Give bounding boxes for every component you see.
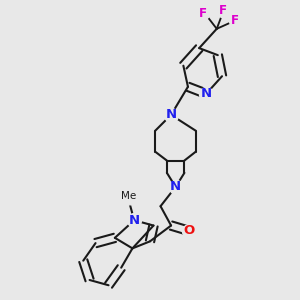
Text: N: N: [201, 87, 212, 100]
Text: F: F: [231, 14, 239, 27]
Text: F: F: [219, 4, 227, 17]
Text: O: O: [183, 224, 194, 237]
Text: Me: Me: [121, 191, 136, 201]
Text: N: N: [129, 214, 140, 227]
Text: N: N: [170, 180, 181, 194]
Text: F: F: [199, 7, 207, 20]
Text: N: N: [166, 108, 177, 122]
